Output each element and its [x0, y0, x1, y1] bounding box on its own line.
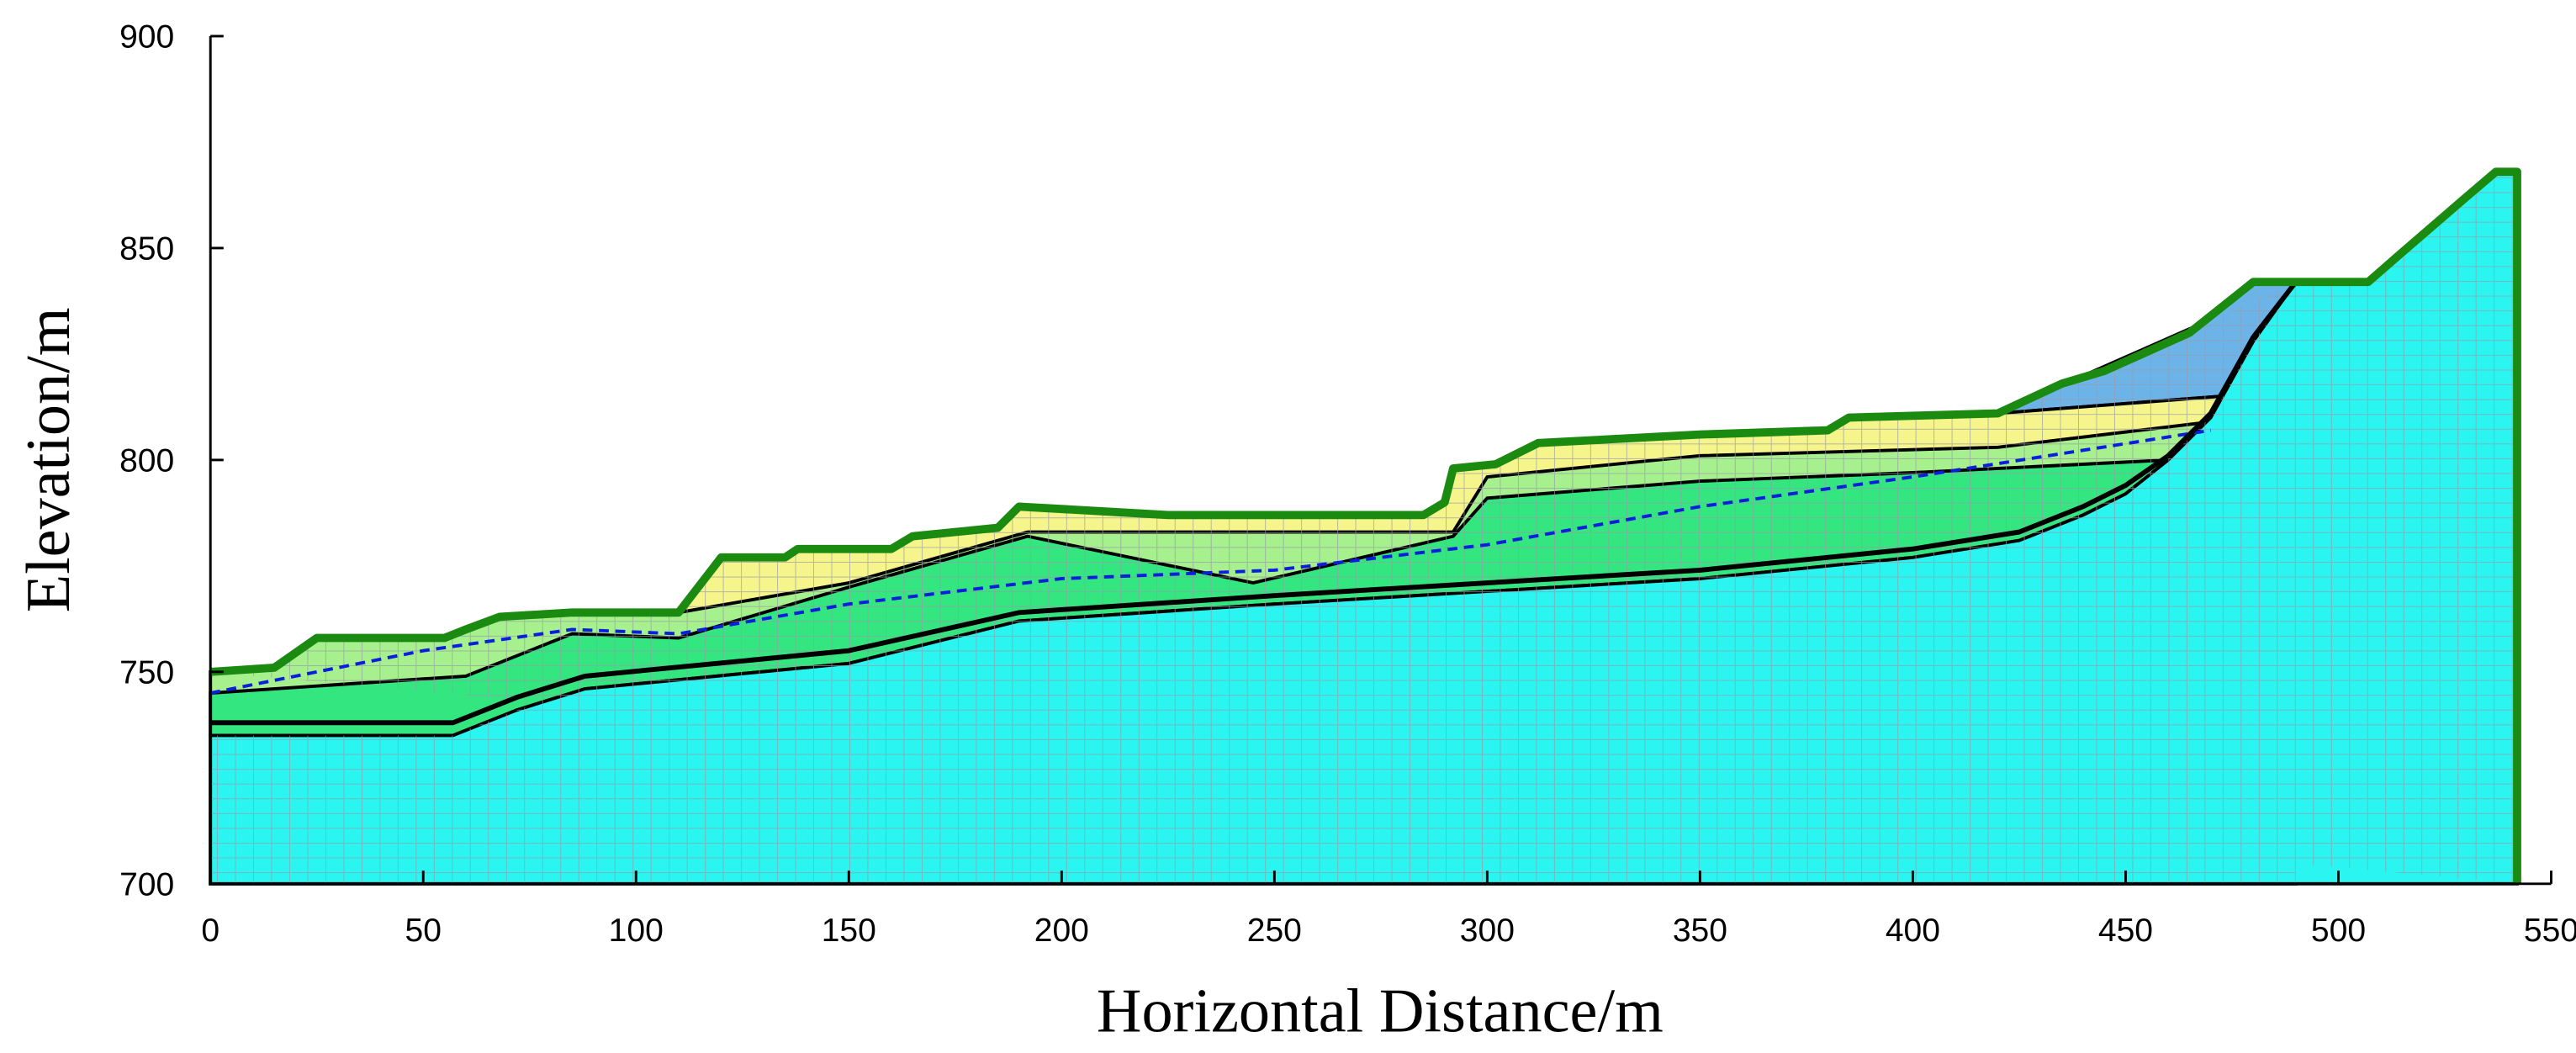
x-axis-title: Horizontal Distance/m	[1097, 977, 1664, 1046]
x-tick-label: 250	[1247, 913, 1302, 949]
x-tick-label: 450	[2098, 913, 2153, 949]
y-tick-label: 800	[119, 443, 174, 479]
x-tick-label: 400	[1886, 913, 1940, 949]
x-tick-label: 0	[201, 913, 220, 949]
y-tick-label: 850	[119, 231, 174, 267]
y-tick-label: 750	[119, 655, 174, 691]
x-tick-label: 100	[609, 913, 664, 949]
mesh	[210, 172, 2518, 884]
y-tick-label: 900	[119, 19, 174, 56]
x-tick-label: 550	[2524, 913, 2576, 949]
x-tick-label: 300	[1460, 913, 1515, 949]
profile-line	[209, 167, 2521, 884]
profile-line	[209, 428, 2211, 695]
x-tick-label: 500	[2311, 913, 2366, 949]
x-tick-label: 50	[405, 913, 442, 949]
x-tick-label: 200	[1034, 913, 1089, 949]
y-axis-title: Elevation/m	[14, 308, 83, 613]
y-tick-label: 700	[119, 866, 174, 902]
x-tick-label: 350	[1673, 913, 1727, 949]
profile-line	[210, 280, 2298, 726]
x-tick-label: 150	[822, 913, 876, 949]
